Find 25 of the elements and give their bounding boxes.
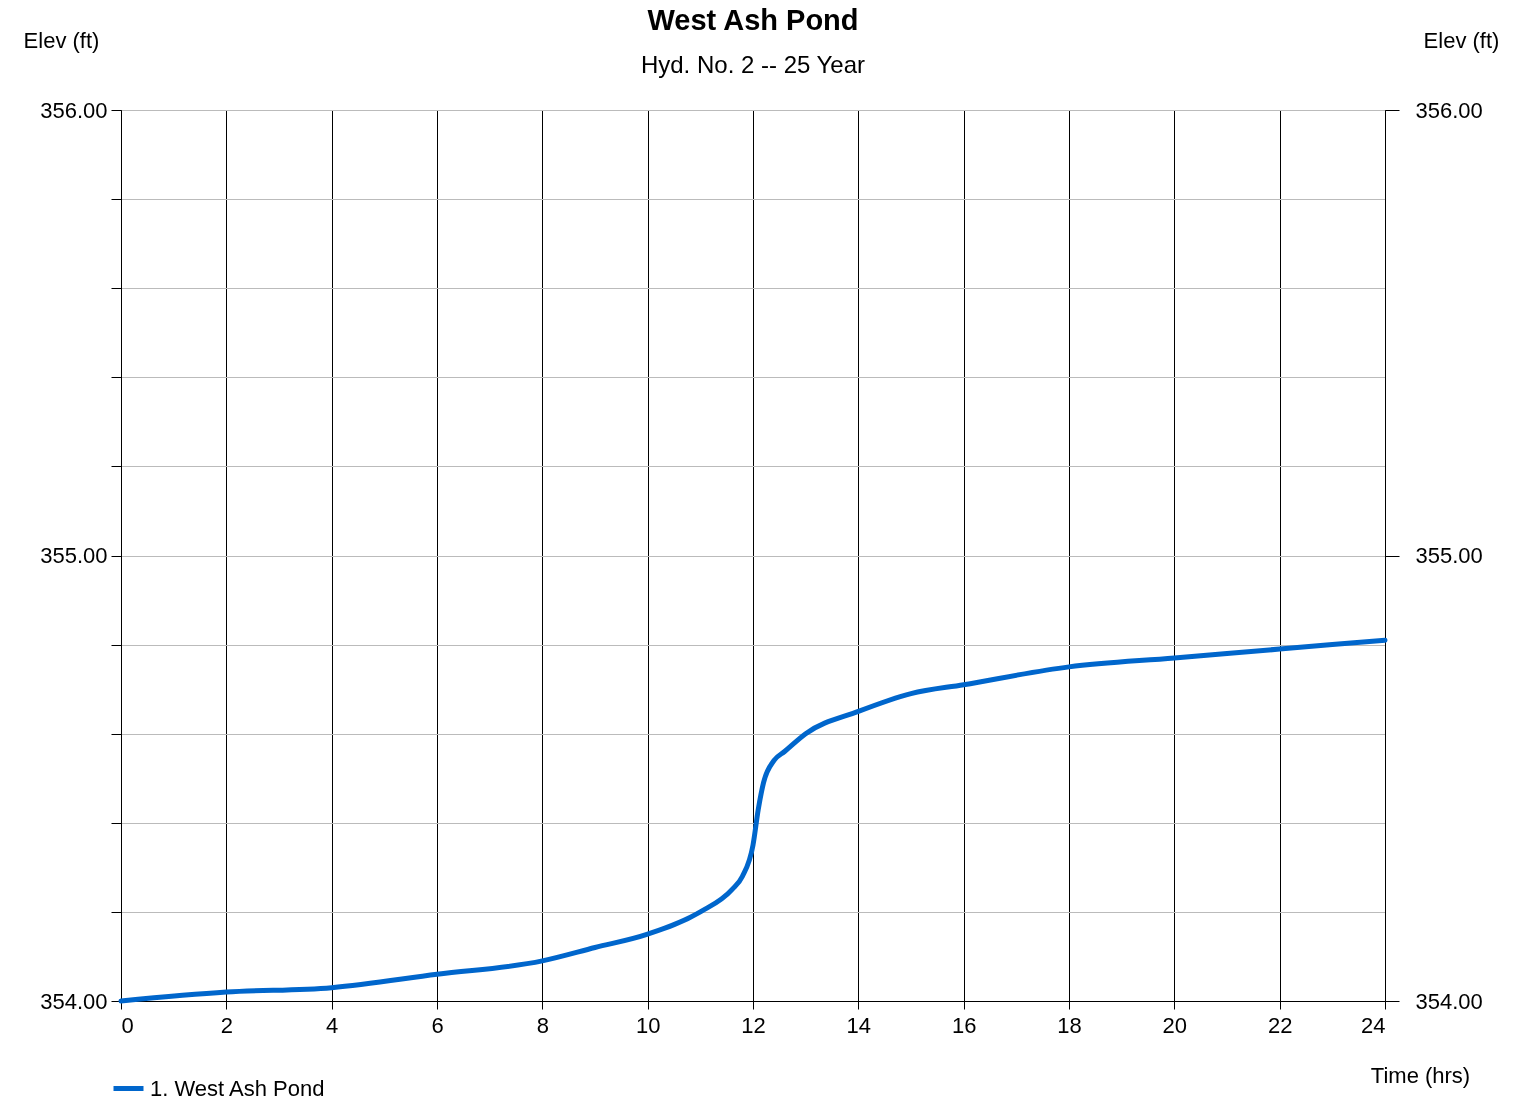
- x-tick-label: 22: [1267, 1012, 1293, 1038]
- x-tick-label: 24: [1361, 1012, 1386, 1038]
- x-tick-label: 2: [220, 1012, 233, 1038]
- x-tick-label: 6: [431, 1012, 444, 1038]
- y-tick-label: 356.00: [40, 97, 108, 123]
- x-tick-label: 10: [635, 1012, 661, 1038]
- y-axis-title: Elev (ft): [23, 27, 100, 53]
- x-tick-label: 18: [1057, 1012, 1082, 1038]
- y-tick-label: 354.00: [40, 988, 108, 1014]
- x-tick-label: 4: [326, 1012, 339, 1038]
- y-tick-label: 355.00: [40, 543, 108, 568]
- x-tick-label: 8: [536, 1012, 549, 1038]
- x-axis-title: Time (hrs): [1370, 1062, 1471, 1088]
- chart-subtitle: Hyd. No. 2 -- 25 Year: [639, 51, 867, 78]
- x-tick-label: 14: [846, 1012, 872, 1038]
- x-tick-label: 16: [951, 1012, 977, 1038]
- x-tick-label: 12: [741, 1012, 766, 1038]
- legend-label: 1. West Ash Pond: [150, 1075, 325, 1101]
- chart-title: West Ash Pond: [647, 4, 859, 36]
- y2-tick-label: 354.00: [1415, 988, 1483, 1014]
- x-tick-label: 0: [121, 1012, 134, 1038]
- y2-tick-label: 355.00: [1415, 543, 1483, 568]
- y2-axis-title: Elev (ft): [1423, 27, 1500, 53]
- y2-tick-label: 356.00: [1415, 97, 1483, 123]
- x-tick-label: 20: [1162, 1012, 1188, 1038]
